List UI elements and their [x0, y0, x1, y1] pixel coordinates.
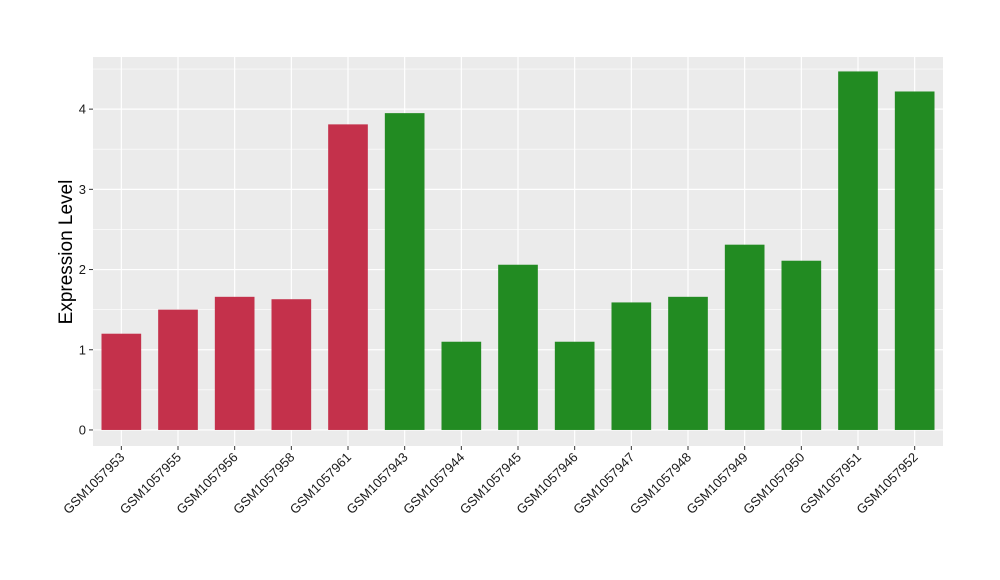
bar-gsm1057951 — [838, 71, 878, 430]
y-axis-title: Expression Level — [56, 180, 77, 325]
bar-gsm1057956 — [214, 296, 255, 430]
bar-gsm1057961 — [328, 124, 368, 430]
bar-gsm1057946 — [554, 341, 595, 430]
bar-gsm1057953 — [101, 333, 142, 430]
y-axis: 0 1 2 3 4 — [79, 102, 93, 437]
y-tick-label: 1 — [79, 342, 86, 357]
bar-gsm1057949 — [724, 244, 765, 430]
bar-gsm1057947 — [611, 302, 652, 430]
bars — [101, 71, 935, 430]
y-tick-label: 3 — [79, 182, 86, 197]
y-tick-label: 2 — [79, 262, 86, 277]
bar-gsm1057950 — [781, 260, 822, 430]
bar-gsm1057943 — [384, 113, 425, 430]
bar-gsm1057958 — [271, 299, 312, 430]
bar-gsm1057952 — [894, 91, 935, 430]
x-axis: GSM1057953GSM1057955GSM1057956GSM1057958… — [60, 446, 921, 517]
bar-gsm1057955 — [158, 309, 198, 430]
bar-gsm1057944 — [441, 341, 482, 430]
y-tick-label: 0 — [79, 422, 86, 437]
bar-gsm1057945 — [498, 264, 538, 430]
bar-gsm1057948 — [668, 296, 708, 430]
y-tick-label: 4 — [79, 102, 86, 117]
